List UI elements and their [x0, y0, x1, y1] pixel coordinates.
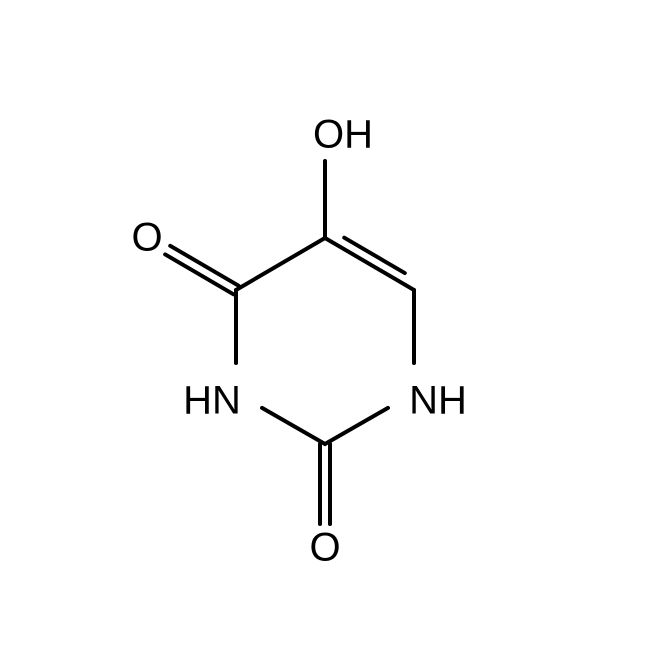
- molecule-canvas: NH HN O O OH: [0, 0, 650, 650]
- atom-label-o2: O: [309, 526, 340, 571]
- atom-label-o4: O: [131, 216, 162, 261]
- atom-label-n3: HN: [183, 379, 241, 424]
- atom-label-n1: NH: [409, 379, 467, 424]
- atom-label-oh5: OH: [313, 113, 373, 158]
